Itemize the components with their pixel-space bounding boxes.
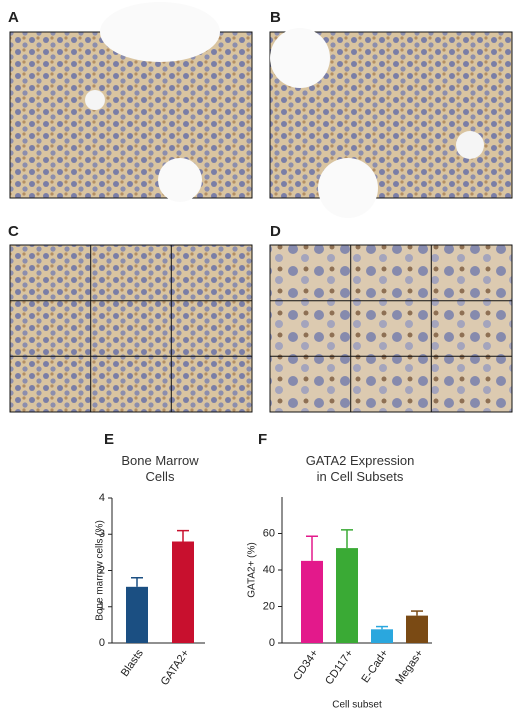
title-line: Bone Marrow: [121, 453, 199, 468]
x-tick-label: CD34+: [291, 648, 321, 683]
panel-label: C: [8, 223, 19, 240]
y-tick-label: 3: [99, 528, 105, 540]
panel-label: B: [270, 9, 281, 26]
micrograph-b: [269, 28, 513, 218]
x-tick-label: Megas+: [393, 648, 425, 687]
y-tick-label: 2: [99, 564, 105, 576]
y-tick-label: 4: [99, 492, 105, 504]
panel-label: F: [258, 431, 267, 448]
y-tick-label: 0: [99, 637, 105, 649]
x-axis-label: Cell subset: [332, 700, 382, 711]
y-axis-label: Bone marrow cells (%): [95, 520, 106, 621]
title-line: Cells: [146, 469, 175, 484]
chart-title: GATA2 Expression in Cell Subsets: [306, 453, 415, 484]
title-line: in Cell Subsets: [317, 469, 404, 484]
x-tick-label: GATA2+: [159, 648, 192, 688]
y-tick-label: 0: [269, 637, 275, 649]
bar: [371, 629, 393, 643]
bar: [126, 586, 148, 643]
y-tick-label: 1: [99, 601, 105, 613]
bar: [301, 560, 323, 643]
x-tick-label: E-Cad+: [359, 648, 390, 686]
y-tick-label: 20: [263, 600, 275, 612]
y-tick-label: 40: [263, 564, 275, 576]
x-tick-label: Blasts: [119, 647, 146, 679]
y-tick-label: 60: [263, 527, 275, 539]
y-axis-label: GATA2+ (%): [247, 542, 258, 597]
micrograph-grid-c: [9, 244, 253, 413]
micrograph-a: [9, 2, 253, 202]
chart-title: Bone Marrow Cells: [121, 453, 199, 484]
panel-label: E: [104, 431, 114, 448]
micrograph-grid-d: [269, 244, 513, 413]
x-tick-label: CD117+: [323, 648, 356, 688]
title-line: GATA2 Expression: [306, 453, 415, 468]
panel-label: A: [8, 9, 19, 26]
panel-label: D: [270, 223, 281, 240]
bar: [406, 615, 428, 643]
bar: [336, 548, 358, 643]
bar: [172, 541, 194, 643]
